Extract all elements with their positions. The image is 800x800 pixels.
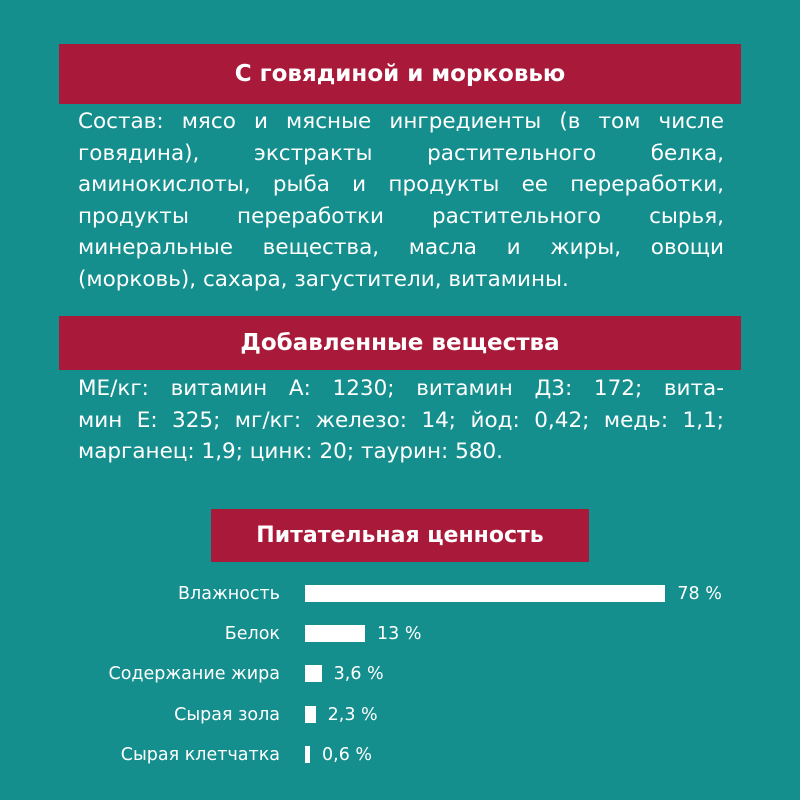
nutrition-value: 13 % [377,624,422,644]
nutrition-banner: Питательная ценность [211,509,589,562]
nutrition-value: 3,6 % [333,664,384,684]
additives-line: мин Е: 325; мг/кг: железо: 14; йод: 0,42… [78,407,724,433]
nutrition-row: Белок 13 % [0,621,800,647]
additives-line: МЕ/кг: витамин А: 1230; витамин Д3: 172;… [78,376,724,401]
nutrition-value: 0,6 % [322,745,373,765]
composition-line: аминокислоты, рыба и продукты ее перераб… [78,172,724,197]
nutrition-row: Сырая клетчатка 0,6 % [0,742,800,768]
nutrition-bar [305,746,310,763]
nutrition-label: Влажность [178,584,280,604]
composition-title: С говядиной и морковью [234,61,566,87]
nutrition-value: 2,3 % [327,705,378,725]
composition-text: Состав: мясо и мясные ингредиенты (в том… [78,106,724,295]
nutrition-value: 78 % [677,584,722,604]
nutrition-row: Сырая зола 2,3 % [0,702,800,728]
nutrition-title: Питательная ценность [256,523,544,548]
composition-line: продукты переработки растительного сырья… [78,203,724,229]
additives-text: МЕ/кг: витамин А: 1230; витамин Д3: 172;… [78,373,724,468]
nutrition-bar [305,665,322,682]
nutrition-bar [305,706,316,723]
nutrition-label: Сырая клетчатка [120,745,280,765]
composition-line: говядина), экстракты растительного белка… [78,140,724,166]
composition-line: Состав: мясо и мясные ингредиенты (в том… [78,109,724,134]
additives-banner: Добавленные вещества [59,316,741,370]
composition-banner: С говядиной и морковью [59,44,741,104]
nutrition-bar [305,625,366,642]
nutrition-row: Влажность 78 % [0,581,800,607]
nutrition-label: Белок [224,624,280,644]
composition-line: (морковь), сахара, загустители, витамины… [78,266,569,292]
composition-line: минеральные вещества, масла и жиры, овощ… [78,235,724,260]
additives-line: марганец: 1,9; цинк: 20; таурин: 580. [78,439,503,464]
nutrition-row: Содержание жира 3,6 % [0,661,800,687]
nutrition-label: Сырая зола [174,705,280,725]
nutrition-bar [305,585,666,602]
additives-title: Добавленные вещества [240,330,560,356]
nutrition-label: Содержание жира [108,664,280,684]
